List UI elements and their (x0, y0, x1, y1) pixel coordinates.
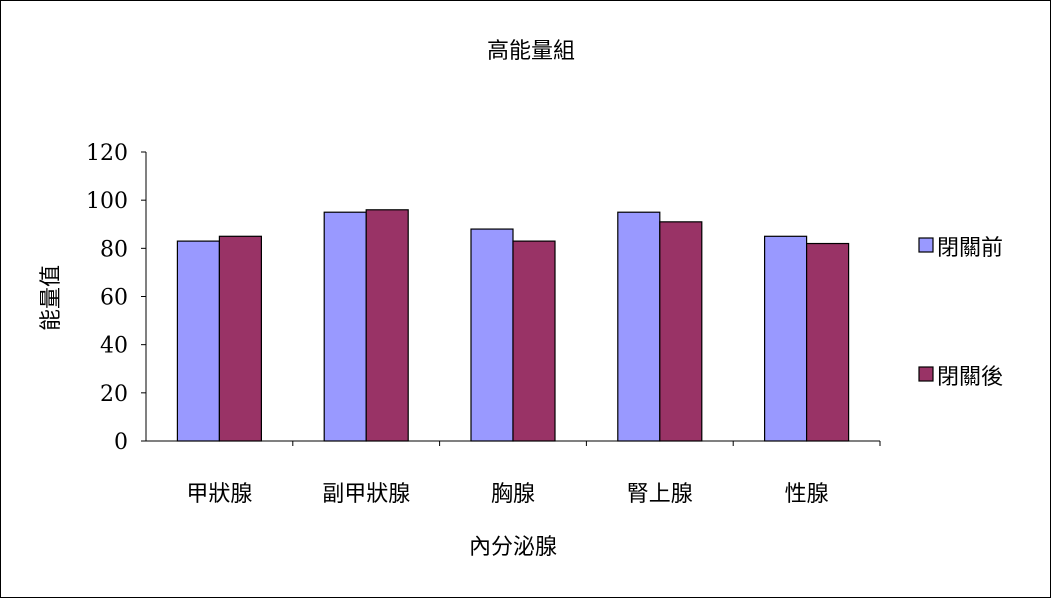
bar-after (512, 240, 556, 442)
y-tick-label: 120 (86, 141, 128, 166)
bar-after (659, 221, 703, 442)
y-tick-label: 60 (100, 286, 128, 311)
y-axis-ticks: 0 20 40 60 80 100 120 (86, 141, 146, 455)
bar-before (470, 228, 514, 442)
legend-label: 閉關前 (937, 236, 1003, 261)
bar-before (323, 211, 367, 442)
x-category-label: 腎上腺 (627, 482, 693, 507)
y-tick-label: 0 (114, 430, 128, 455)
legend-swatch (918, 237, 934, 253)
x-axis-categories: 甲狀腺 副甲狀腺 胸腺 腎上腺 性腺 (186, 441, 881, 507)
bar-before (617, 211, 661, 442)
y-tick-label: 20 (100, 382, 128, 407)
x-category-label: 甲狀腺 (186, 482, 252, 507)
bars-group (176, 209, 850, 442)
legend-swatch (918, 366, 934, 382)
y-axis-title: 能量值 (39, 265, 64, 331)
bar-before (176, 240, 220, 442)
y-tick-label: 100 (86, 189, 128, 214)
x-category-label: 性腺 (785, 482, 829, 507)
x-category-label: 副甲狀腺 (322, 482, 410, 507)
bar-before (763, 235, 808, 442)
bar-after (365, 209, 409, 442)
chart-title: 高能量組 (487, 39, 575, 64)
y-tick-label: 40 (100, 334, 128, 359)
bar-after (218, 235, 262, 442)
bar-after (805, 242, 850, 442)
x-axis-title: 內分泌腺 (469, 535, 557, 560)
x-category-label: 胸腺 (491, 482, 535, 507)
legend-label: 閉關後 (937, 365, 1003, 390)
y-tick-label: 80 (100, 237, 128, 262)
